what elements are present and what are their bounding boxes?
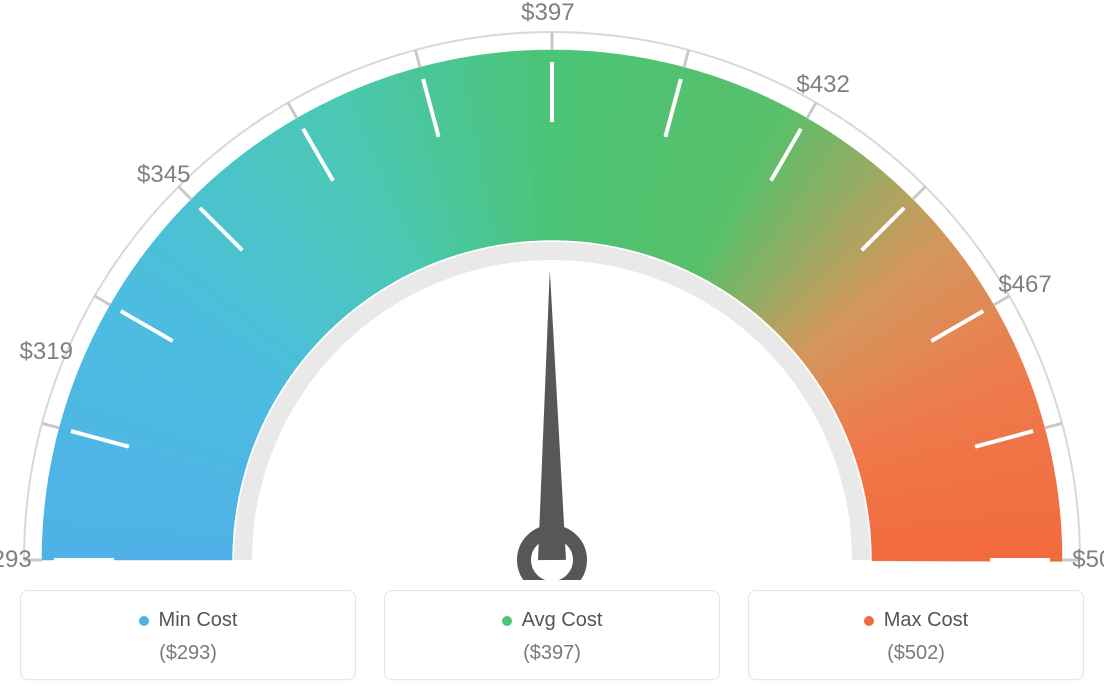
legend-dot-max — [864, 616, 874, 626]
gauge-chart: $293$319$345$397$432$467$502 — [20, 20, 1084, 580]
legend-value-max: ($502) — [759, 642, 1073, 665]
gauge-tick-label: $397 — [521, 0, 574, 27]
gauge-outer-tick — [415, 50, 420, 67]
legend-label-avg: Avg Cost — [522, 609, 603, 632]
legend-card-avg: Avg Cost ($397) — [384, 590, 720, 680]
legend-label-min: Min Cost — [159, 609, 238, 632]
legend-label-max: Max Cost — [884, 609, 968, 632]
legend-dot-avg — [502, 616, 512, 626]
cost-gauge-widget: $293$319$345$397$432$467$502 Min Cost ($… — [20, 20, 1084, 680]
gauge-tick-label: $502 — [1072, 546, 1104, 574]
legend-row: Min Cost ($293) Avg Cost ($397) Max Cost… — [20, 590, 1084, 680]
gauge-svg — [20, 20, 1084, 580]
gauge-outer-tick — [1045, 423, 1062, 428]
legend-value-min: ($293) — [31, 642, 345, 665]
gauge-outer-tick — [684, 50, 689, 67]
gauge-tick-label: $345 — [137, 161, 190, 189]
gauge-outer-tick — [807, 103, 816, 119]
gauge-tick-label: $319 — [20, 338, 73, 366]
gauge-tick-label: $467 — [998, 271, 1051, 299]
gauge-outer-tick — [288, 103, 297, 119]
legend-value-avg: ($397) — [395, 642, 709, 665]
legend-card-max: Max Cost ($502) — [748, 590, 1084, 680]
gauge-outer-tick — [42, 423, 59, 428]
legend-card-min: Min Cost ($293) — [20, 590, 356, 680]
legend-title-max: Max Cost — [864, 609, 968, 632]
legend-dot-min — [139, 616, 149, 626]
gauge-needle — [538, 270, 566, 560]
gauge-outer-tick — [913, 187, 926, 200]
gauge-tick-label: $293 — [0, 546, 32, 574]
gauge-outer-tick — [95, 296, 111, 305]
legend-title-avg: Avg Cost — [502, 609, 603, 632]
gauge-tick-label: $432 — [796, 71, 849, 99]
legend-title-min: Min Cost — [139, 609, 238, 632]
